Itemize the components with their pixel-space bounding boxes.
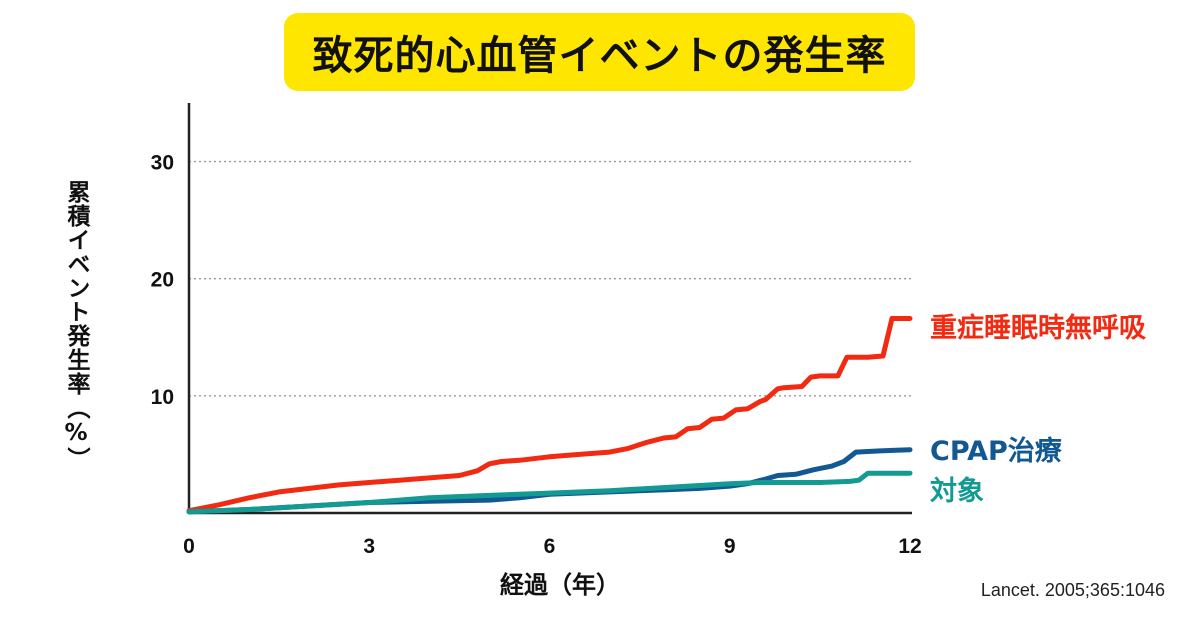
y-tick-labels: 10 20 30 [151,152,174,409]
x-tick-labels: 0 3 6 9 12 [183,535,922,558]
x-axis-label: 経過（年） [500,571,620,599]
y-tick-label: 10 [151,386,174,409]
y-axis-label: 累積イベント発生率（%） [63,179,89,471]
series-lines [186,316,913,515]
x-tick-label: 6 [544,535,556,558]
y-tick-label: 30 [151,152,174,175]
x-tick-label: 9 [724,535,736,558]
x-tick-label: 3 [363,535,375,558]
y-tick-label: 20 [151,269,174,292]
series-line-2 [186,470,913,515]
series-line-0 [186,316,913,514]
gridlines [189,160,913,397]
series-label-1: CPAP治療 [930,436,1063,467]
x-tick-label: 12 [898,535,921,558]
x-tick-label: 0 [183,535,195,558]
axes [187,103,912,515]
series-label-0: 重症睡眠時無呼吸 [930,313,1146,344]
source-citation: Lancet. 2005;365:1046 [980,580,1165,600]
title-banner: 致死的心血管イベントの発生率 [284,13,915,91]
series-label-2: 対象 [930,475,984,507]
chart-title: 致死的心血管イベントの発生率 [312,33,887,79]
